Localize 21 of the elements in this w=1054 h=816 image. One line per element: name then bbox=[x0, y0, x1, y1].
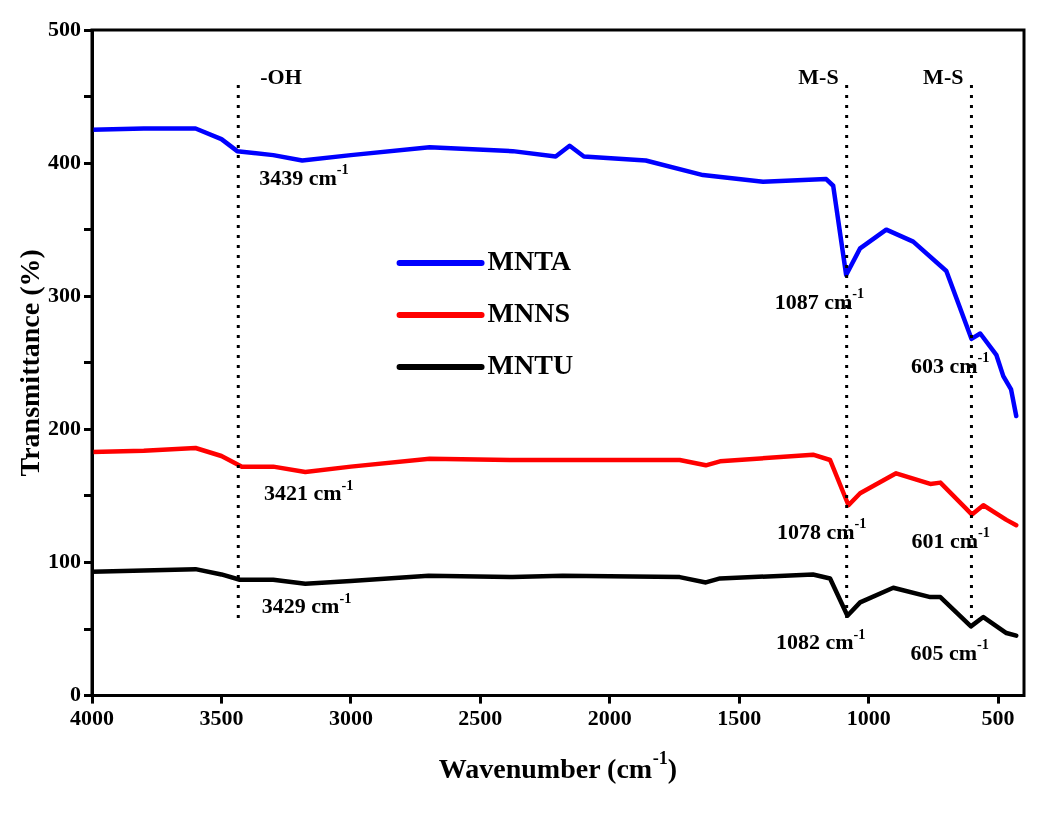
y-tick-label: 400 bbox=[48, 148, 81, 174]
x-tick-label: 2000 bbox=[587, 705, 632, 731]
legend-label: MNNS bbox=[487, 297, 571, 329]
x-tick-label: 3000 bbox=[328, 705, 373, 731]
y-tick-label: 100 bbox=[48, 548, 81, 574]
x-tick-label: 1000 bbox=[846, 705, 891, 731]
ref-line-label: M-S bbox=[923, 63, 964, 89]
ref-line-label: -OH bbox=[260, 63, 302, 89]
x-tick-label: 4000 bbox=[70, 705, 114, 731]
legend-label: MNTU bbox=[487, 349, 574, 381]
x-tick-label: 2500 bbox=[458, 705, 503, 731]
x-tick-label: 3500 bbox=[199, 705, 244, 731]
ref-line-label: M-S bbox=[798, 63, 839, 89]
x-tick-label: 1500 bbox=[717, 705, 762, 731]
y-tick-label: 200 bbox=[48, 415, 81, 441]
y-tick-label: 300 bbox=[48, 281, 81, 307]
x-tick-label: 500 bbox=[981, 705, 1015, 731]
legend-label: MNTA bbox=[487, 245, 572, 277]
y-axis-title: Transmittance (%) bbox=[14, 249, 46, 477]
y-tick-label: 500 bbox=[48, 15, 81, 41]
y-tick-label: 0 bbox=[70, 681, 81, 707]
